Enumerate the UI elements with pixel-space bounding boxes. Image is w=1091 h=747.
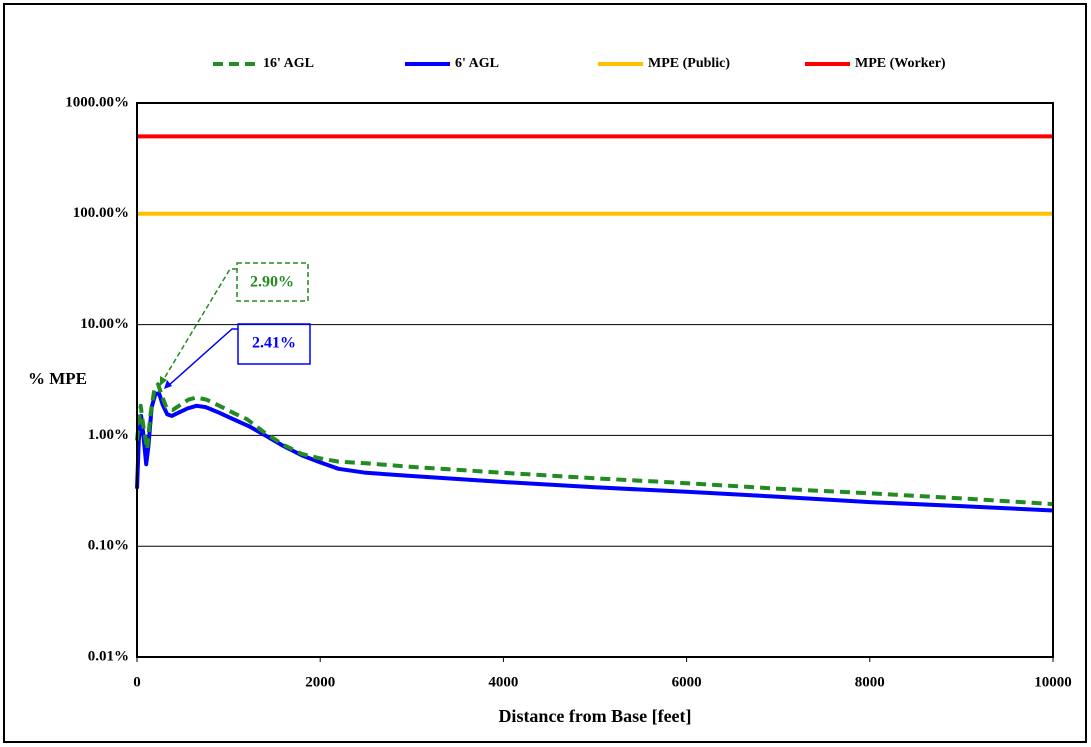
arrow-head: [164, 380, 172, 389]
annotation-label: 2.41%: [252, 335, 296, 352]
annotation-arrow: [161, 268, 237, 383]
x-tick-label: 4000: [488, 674, 518, 690]
plot-layer: 0.01% 0.10% 1.00% 10.00% 100.00% 1000.00% 0 200…: [65, 94, 1072, 690]
y-tick-label: 100.00%: [73, 205, 129, 221]
annotation-green: 2.90%: [160, 262, 309, 386]
x-tick-label: 0: [133, 674, 141, 690]
x-axis-label: Distance from Base [feet]: [498, 706, 691, 726]
x-tick-label: 8000: [855, 674, 885, 690]
chart-frame: [3, 3, 1087, 743]
series-line: [135, 391, 1054, 513]
plot-frame: [136, 102, 1054, 658]
x-tick-label: 2000: [305, 674, 335, 690]
series-line: [135, 382, 1054, 507]
legend-label: MPE (Public): [648, 56, 730, 71]
y-tick-label: 0.10%: [88, 538, 129, 554]
y-tick-label: 0.01%: [88, 648, 129, 664]
annotation-blue: 2.41%: [164, 323, 311, 389]
legend-label: 6' AGL: [455, 56, 499, 71]
annotation-label: 2.90%: [250, 274, 294, 291]
arrow-head: [160, 376, 167, 386]
y-tick-label: 10.00%: [80, 316, 129, 332]
y-axis-label: % MPE: [28, 369, 87, 388]
y-tick-label: 1000.00%: [65, 94, 129, 110]
x-tick-label: 6000: [672, 674, 702, 690]
y-tick-label: 1.00%: [88, 427, 129, 443]
x-tick-label: 10000: [1034, 674, 1072, 690]
annotation-box: [236, 262, 309, 302]
legend-label: MPE (Worker): [855, 56, 946, 71]
annotation-box: [237, 323, 311, 365]
legend-label: 16' AGL: [263, 56, 314, 71]
annotation-arrow: [167, 328, 238, 387]
